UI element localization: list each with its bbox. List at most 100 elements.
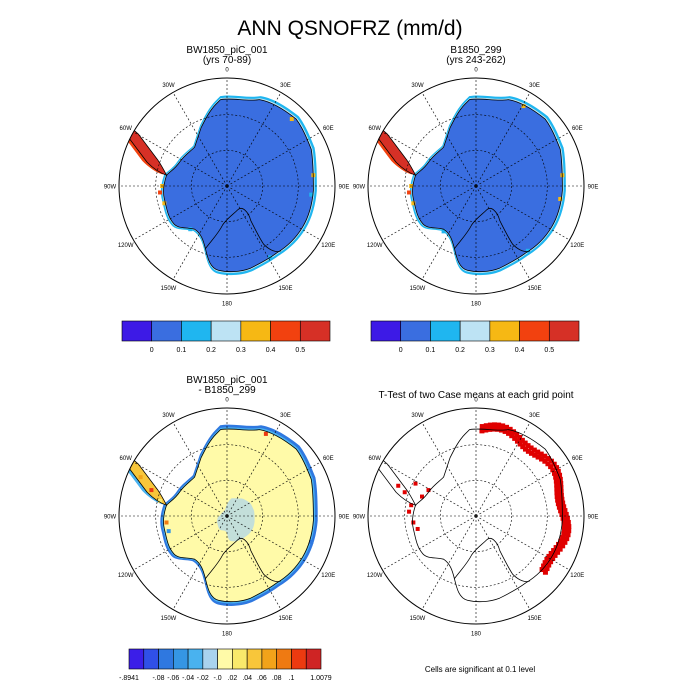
significant-cell xyxy=(509,433,515,439)
significant-cell xyxy=(551,461,557,467)
significant-cell xyxy=(554,494,560,500)
longitude-label: 120W xyxy=(367,243,383,249)
grid-cell xyxy=(263,431,268,436)
significant-cell xyxy=(548,458,554,464)
longitude-label: 30E xyxy=(529,413,540,419)
field-layer xyxy=(368,95,566,276)
longitude-label: 30W xyxy=(162,413,175,419)
peninsula-max xyxy=(371,125,416,176)
colorbar-swatch xyxy=(299,320,331,342)
significant-cell xyxy=(554,465,560,471)
panel-subtitle: (yrs 70-89) xyxy=(203,55,251,66)
grid-cell xyxy=(164,520,169,525)
colorbar-label: 0.3 xyxy=(236,347,246,354)
significant-cell xyxy=(491,426,497,432)
significant-cell xyxy=(496,422,502,428)
significant-cell xyxy=(538,451,544,457)
significant-cell xyxy=(566,528,572,534)
significant-cell xyxy=(507,426,513,432)
significant-cell xyxy=(548,550,554,556)
colorbar-swatch xyxy=(519,320,550,342)
significant-cell xyxy=(548,559,554,565)
longitude-label: 30E xyxy=(280,83,291,89)
colorbar-label: -.04 xyxy=(182,675,194,682)
colorbar-label: 0 xyxy=(399,347,403,354)
panel-title: BW1850_piC_001 xyxy=(186,375,268,386)
longitude-label: 60E xyxy=(323,126,334,132)
significant-cell xyxy=(511,429,517,435)
longitude-label: 60W xyxy=(369,456,382,462)
significant-cell xyxy=(564,536,570,542)
significant-cell xyxy=(558,508,564,514)
graticule xyxy=(119,78,335,294)
panel-title: BW1850_piC_001 xyxy=(186,45,268,56)
grid-cell xyxy=(149,488,154,493)
longitude-label: 120E xyxy=(321,243,335,249)
significant-cell xyxy=(544,556,550,562)
longitude-label: 180 xyxy=(471,302,482,308)
grid-cell xyxy=(158,498,163,503)
colorbar-swatch xyxy=(548,320,580,342)
significant-cell xyxy=(565,532,571,538)
colorbar-label: .1 xyxy=(289,675,295,682)
significant-cell xyxy=(557,472,563,478)
colorbar-right: 0 0.1 0.2 0.3 0.4 0.5 xyxy=(370,320,580,354)
significant-cell xyxy=(557,546,563,552)
colorbar-label: .06 xyxy=(257,675,267,682)
colorbar-left: 0 0.1 0.2 0.3 0.4 0.5 xyxy=(121,320,331,354)
grid-cell xyxy=(525,248,530,253)
longitude-label: 60W xyxy=(369,126,382,132)
longitude-label: 0 xyxy=(474,398,478,404)
significant-cell xyxy=(535,449,541,455)
significant-cell xyxy=(409,503,414,508)
significant-cell xyxy=(566,524,572,530)
longitude-label: 150E xyxy=(278,616,292,622)
significant-cell xyxy=(483,423,489,429)
significant-cell xyxy=(553,474,559,480)
colorbar-swatch xyxy=(232,648,248,670)
field-layer xyxy=(396,422,572,575)
grid-cell xyxy=(289,117,294,122)
panel-title: T-Test of two Case means at each grid po… xyxy=(378,390,573,401)
colorbar-swatch xyxy=(246,648,263,670)
longitude-label: 120W xyxy=(118,573,134,579)
significant-cell xyxy=(514,438,520,444)
longitude-label: 180 xyxy=(222,632,233,638)
significant-cell xyxy=(560,543,566,549)
significant-cell xyxy=(546,553,552,559)
significant-cell xyxy=(522,446,528,452)
significant-cell xyxy=(546,562,552,568)
longitude-label: 150E xyxy=(527,286,541,292)
significant-cell xyxy=(558,489,564,495)
significant-cell xyxy=(415,526,420,531)
map-panel-2: B1850_299(yrs 243-262) 0 30E 60E 90E 120E 150E… xyxy=(353,45,599,308)
map-boundary xyxy=(118,77,336,295)
significant-cell xyxy=(525,443,531,449)
significant-cell xyxy=(420,494,424,499)
significant-cell xyxy=(561,531,567,537)
grid-cell xyxy=(407,190,412,195)
longitude-label: 0 xyxy=(225,398,229,404)
longitude-label: 90W xyxy=(104,515,117,521)
significant-cell xyxy=(512,435,518,441)
colorbar-swatch xyxy=(158,648,174,670)
longitude-label: 120E xyxy=(570,573,584,579)
longitude-label: 90E xyxy=(339,515,350,521)
longitude-label: 120W xyxy=(367,573,383,579)
longitude-label: 150E xyxy=(527,616,541,622)
significant-cell xyxy=(562,523,568,529)
graticule xyxy=(119,408,335,624)
colorbar-swatch xyxy=(173,648,189,670)
longitude-label: 150E xyxy=(278,286,292,292)
colorbar-swatch xyxy=(400,320,431,342)
colorbar-swatch xyxy=(276,648,292,670)
longitude-label: 90W xyxy=(104,185,117,191)
colorbar-label: -.08 xyxy=(152,675,164,682)
grid-cell xyxy=(162,201,167,206)
significant-cell xyxy=(552,470,558,476)
longitude-label: 120E xyxy=(570,243,584,249)
colorbar-label: 0.1 xyxy=(426,347,436,354)
graticule xyxy=(368,408,584,624)
significant-cell xyxy=(558,493,564,499)
